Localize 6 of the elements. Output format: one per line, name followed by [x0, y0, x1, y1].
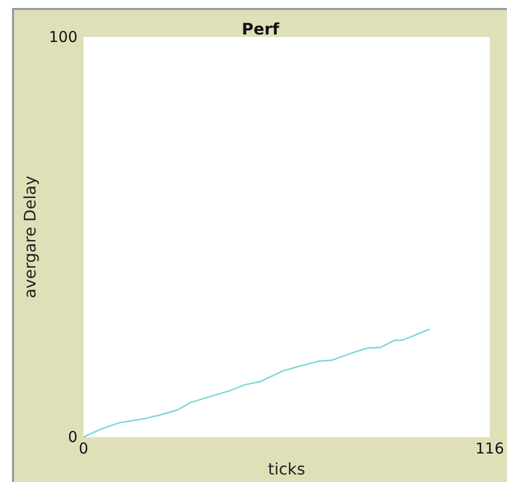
x-tick-label: 116 [475, 440, 504, 458]
chart-title: Perf [242, 20, 280, 38]
y-tick-label: 100 [48, 28, 78, 46]
y-axis-title: avergare Delay [20, 176, 40, 298]
x-axis-title: ticks [268, 460, 306, 478]
line-series [82, 328, 431, 438]
